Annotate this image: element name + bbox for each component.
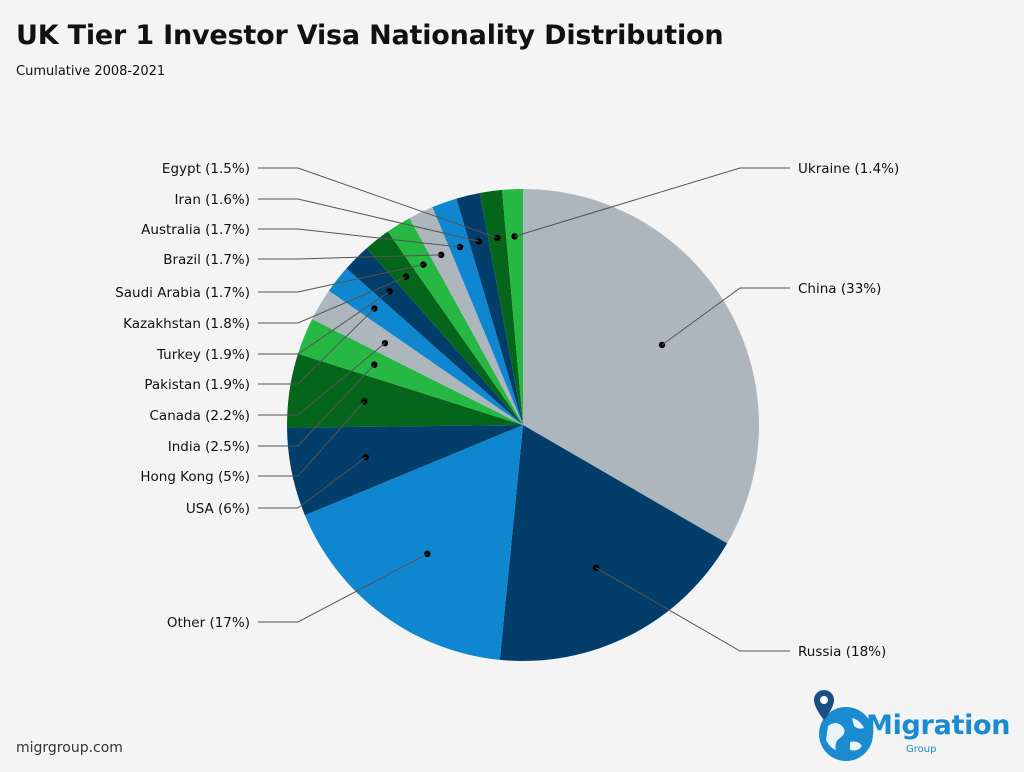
pie-slice bbox=[499, 425, 728, 661]
leader-line bbox=[258, 254, 442, 260]
chart-subtitle: Cumulative 2008-2021 bbox=[16, 64, 166, 79]
pie-slice bbox=[312, 290, 523, 425]
slice-label: India (2.5%) bbox=[168, 439, 250, 455]
pie-slice bbox=[298, 319, 523, 425]
leader-line bbox=[258, 198, 480, 242]
pie-slice bbox=[366, 231, 523, 425]
globe-pin-icon bbox=[814, 690, 873, 761]
chart-title: UK Tier 1 Investor Visa Nationality Dist… bbox=[16, 20, 724, 51]
slice-label: Hong Kong (5%) bbox=[140, 469, 250, 485]
leader-line bbox=[514, 167, 790, 237]
pie-slice bbox=[456, 192, 523, 425]
logo-subtext: Group bbox=[906, 744, 937, 755]
slice-label: Pakistan (1.9%) bbox=[144, 377, 250, 393]
pie-slice bbox=[287, 353, 523, 428]
leader-line bbox=[258, 308, 375, 385]
leader-line bbox=[661, 287, 790, 346]
slice-label: Saudi Arabia (1.7%) bbox=[115, 285, 250, 301]
leader-line bbox=[258, 264, 424, 293]
logo-wordmark: Migration bbox=[866, 710, 1011, 741]
slice-label: Australia (1.7%) bbox=[141, 222, 250, 238]
slice-label: USA (6%) bbox=[186, 501, 250, 517]
slice-label: Iran (1.6%) bbox=[175, 192, 250, 208]
leader-line bbox=[258, 276, 407, 324]
slice-label: Other (17%) bbox=[167, 615, 250, 631]
slice-label: China (33%) bbox=[798, 281, 881, 297]
slice-label: Brazil (1.7%) bbox=[163, 252, 250, 268]
pie-slice bbox=[287, 425, 523, 516]
leader-line bbox=[258, 167, 498, 239]
leader-line bbox=[258, 401, 365, 477]
leader-line bbox=[595, 567, 790, 652]
slice-label: Turkey (1.9%) bbox=[156, 347, 250, 363]
pie-slice bbox=[409, 207, 523, 425]
leader-line bbox=[258, 228, 461, 248]
migration-group-logo: Migration Group bbox=[806, 684, 1016, 764]
pie-slice bbox=[387, 218, 523, 425]
pie-slice bbox=[432, 198, 523, 425]
leader-line bbox=[258, 553, 428, 623]
pie-slice bbox=[479, 189, 523, 425]
pie-slice bbox=[502, 189, 523, 425]
pie-slice bbox=[304, 425, 523, 660]
leader-line bbox=[258, 364, 375, 447]
leader-line bbox=[258, 456, 367, 509]
pie-slice bbox=[523, 189, 759, 544]
source-text: migrgroup.com bbox=[16, 740, 123, 756]
slice-label: Kazakhstan (1.8%) bbox=[123, 316, 250, 332]
slice-label: Canada (2.2%) bbox=[150, 408, 251, 424]
leader-line bbox=[258, 290, 390, 355]
slice-label: Russia (18%) bbox=[798, 644, 886, 660]
slice-label: Ukraine (1.4%) bbox=[798, 161, 899, 177]
slice-label: Egypt (1.5%) bbox=[162, 161, 250, 177]
leader-line bbox=[258, 342, 386, 416]
